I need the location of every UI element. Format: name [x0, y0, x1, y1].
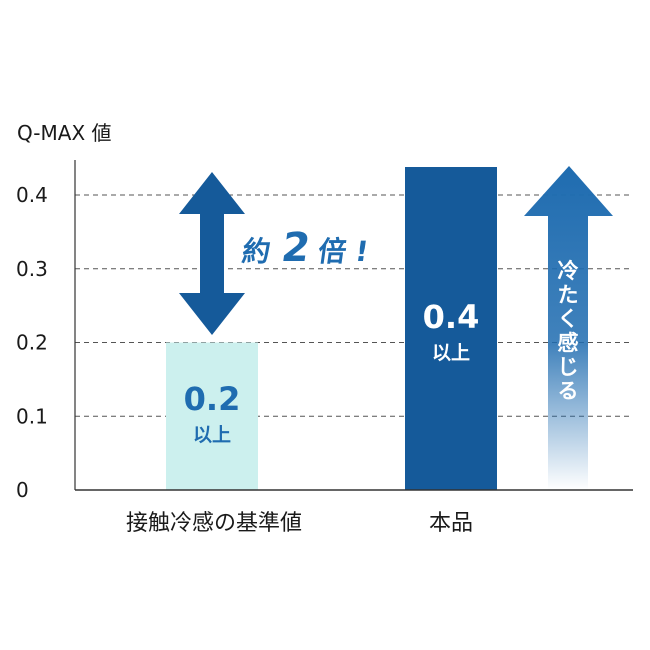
- up-arrow-char: く: [558, 307, 579, 331]
- callout-mark: !: [353, 235, 370, 268]
- up-arrow-shape: [524, 166, 613, 490]
- up-arrow-char: る: [558, 379, 579, 403]
- up-arrow-char: 冷: [558, 259, 579, 283]
- ratio-callout: 約 2 倍 !: [240, 225, 372, 271]
- up-arrow-icon: [524, 166, 613, 490]
- bar: [405, 167, 497, 490]
- double-arrow-shape: [179, 172, 245, 335]
- category-label: 接触冷感の基準値: [126, 511, 302, 536]
- y-tick-label: 0: [16, 478, 29, 502]
- up-arrow-char: た: [558, 283, 579, 307]
- callout-number: 2: [279, 225, 313, 271]
- up-arrow-char: 感: [558, 331, 579, 355]
- data-label-value: 0.4: [423, 298, 480, 336]
- category-labels: 接触冷感の基準値 本品: [126, 511, 473, 536]
- y-tick-label: 0.2: [16, 331, 48, 355]
- y-tick-label: 0.1: [16, 404, 48, 428]
- double-arrow-icon: [179, 172, 245, 335]
- callout-suffix: 倍: [316, 235, 349, 268]
- callout-prefix: 約: [240, 235, 273, 268]
- y-tick-labels: 0 0.1 0.2 0.3 0.4: [16, 183, 48, 502]
- category-label: 本品: [429, 511, 473, 536]
- data-label-value: 0.2: [184, 380, 241, 418]
- y-tick-label: 0.3: [16, 257, 48, 281]
- data-label-unit: 以上: [432, 342, 470, 364]
- y-tick-label: 0.4: [16, 183, 48, 207]
- data-label-unit: 以上: [193, 424, 231, 446]
- bars: [166, 167, 497, 490]
- data-labels: 0.2 以上 0.4 以上: [184, 298, 480, 446]
- bar: [166, 342, 258, 490]
- y-axis-label: Q-MAX 値: [17, 121, 112, 145]
- up-arrow-char: じ: [558, 355, 579, 379]
- svg-text:約 2 倍 !: 約 2 倍 !: [240, 225, 372, 271]
